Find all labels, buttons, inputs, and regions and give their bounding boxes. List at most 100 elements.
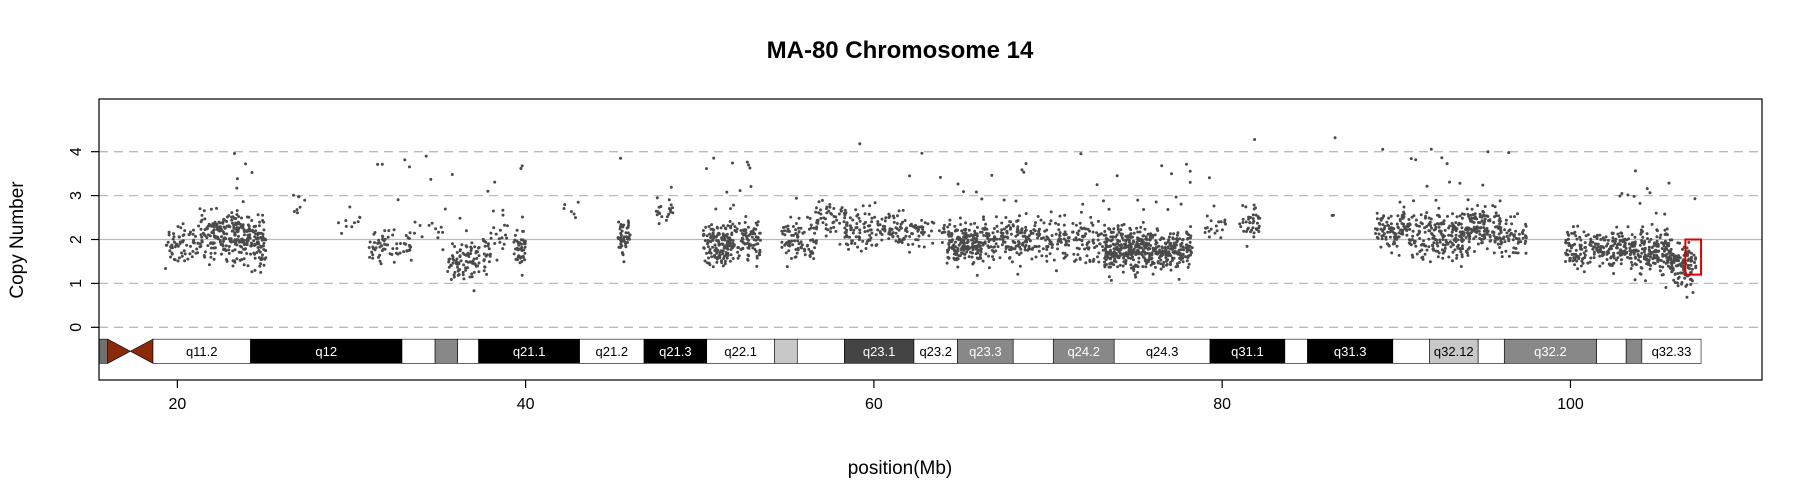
data-point: [1423, 230, 1427, 234]
data-point: [1008, 220, 1012, 224]
data-point: [954, 253, 958, 257]
data-point: [1050, 246, 1054, 249]
data-point: [1251, 217, 1255, 221]
data-point: [1565, 248, 1569, 252]
data-point: [948, 218, 952, 222]
data-point: [726, 254, 730, 257]
data-point: [254, 232, 257, 236]
data-point: [1056, 247, 1060, 251]
data-point: [617, 245, 621, 249]
data-point: [783, 229, 786, 233]
data-point: [973, 231, 977, 235]
data-point: [1185, 230, 1189, 234]
data-point: [793, 239, 796, 243]
data-point: [453, 245, 457, 248]
data-point: [901, 238, 905, 242]
data-point: [1096, 255, 1099, 259]
data-point: [1417, 224, 1421, 228]
data-point: [1517, 237, 1521, 241]
data-point: [1667, 242, 1671, 245]
data-point: [946, 250, 950, 254]
data-point: [950, 239, 954, 243]
data-point: [1421, 257, 1425, 261]
data-point: [1672, 278, 1676, 282]
data-point: [1664, 232, 1668, 236]
data-point: [743, 242, 747, 246]
data-point: [1382, 214, 1386, 218]
chromosome-ideogram: q11.2 q12 q21.1 q21.2 q21.3 q22.1 q23.1 q23.2 q2…: [98, 338, 1702, 364]
data-point: [430, 221, 434, 225]
data-point: [1599, 238, 1603, 241]
data-point: [858, 228, 862, 232]
data-point: [942, 226, 946, 230]
data-point: [754, 221, 758, 225]
data-point: [1459, 247, 1462, 251]
data-point: [995, 224, 999, 228]
data-point: [1122, 222, 1126, 226]
data-point: [353, 221, 356, 225]
data-point: [857, 216, 861, 220]
data-point: [394, 251, 398, 255]
data-point: [450, 173, 454, 176]
data-point: [1602, 246, 1606, 250]
data-point: [755, 256, 759, 260]
data-point: [1513, 215, 1516, 219]
data-point: [1046, 236, 1050, 240]
data-point: [730, 231, 734, 235]
data-point: [240, 216, 243, 220]
data-point: [1103, 230, 1107, 233]
data-point: [206, 233, 210, 237]
data-point: [832, 214, 836, 218]
data-point: [1568, 243, 1572, 247]
data-point: [908, 174, 912, 178]
data-point: [626, 237, 630, 241]
data-point: [1063, 251, 1067, 255]
data-point: [1616, 232, 1620, 236]
data-point: [707, 225, 711, 228]
data-point: [624, 231, 628, 235]
data-point: [1037, 234, 1041, 238]
data-point: [407, 249, 410, 252]
data-point: [980, 230, 984, 234]
data-point: [476, 246, 480, 250]
data-point: [1141, 242, 1145, 246]
data-point: [1203, 231, 1207, 234]
data-point: [876, 228, 880, 232]
data-point: [340, 231, 344, 235]
data-point: [232, 259, 236, 263]
band-unlabeled-27: [1596, 338, 1627, 364]
data-point: [1130, 255, 1134, 259]
band-label: q32.12: [1434, 344, 1474, 359]
data-point: [1493, 215, 1496, 219]
data-point: [1425, 248, 1429, 252]
data-point: [819, 212, 823, 216]
data-point: [1633, 169, 1637, 173]
data-point: [451, 242, 454, 246]
data-point: [1500, 255, 1504, 259]
data-point: [964, 221, 968, 225]
data-point: [1629, 250, 1633, 254]
data-point: [785, 241, 789, 245]
data-point: [1116, 238, 1120, 242]
data-point: [657, 222, 661, 226]
data-point: [1428, 260, 1432, 264]
data-point: [1680, 264, 1683, 268]
data-point: [1485, 247, 1489, 251]
data-point: [1132, 231, 1136, 235]
data-point: [1151, 272, 1155, 276]
data-point: [1468, 217, 1472, 221]
data-point: [1077, 247, 1081, 251]
data-point: [464, 266, 468, 270]
data-point: [917, 244, 921, 248]
data-point: [867, 212, 871, 216]
data-point: [1254, 227, 1258, 231]
data-point: [231, 215, 235, 219]
data-point: [1570, 231, 1574, 235]
data-point: [1443, 234, 1446, 238]
data-point: [1676, 241, 1680, 245]
data-point: [796, 235, 799, 239]
data-point: [1171, 236, 1175, 240]
data-point: [1647, 248, 1651, 252]
data-point: [998, 237, 1002, 241]
data-point: [1483, 220, 1487, 224]
